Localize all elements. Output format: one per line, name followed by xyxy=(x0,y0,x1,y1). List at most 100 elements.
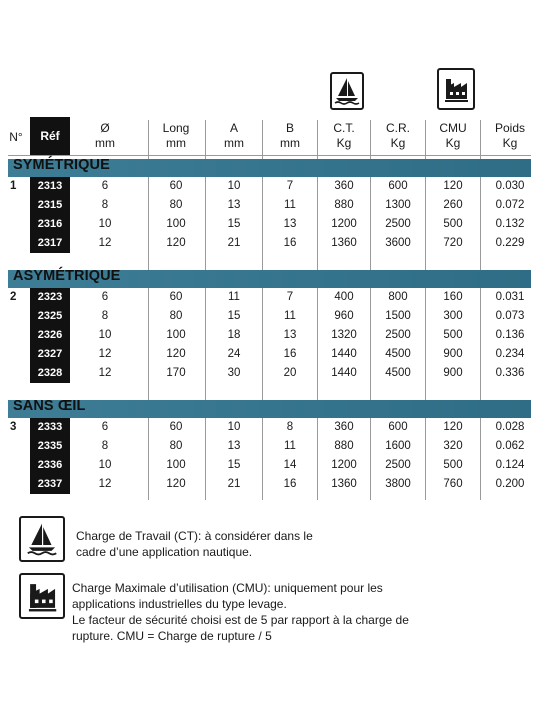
section-title: ASYMÉTRIQUE xyxy=(13,268,121,284)
section-band xyxy=(8,270,531,288)
ct-cell: 880 xyxy=(334,199,354,211)
b-cell: 7 xyxy=(286,291,294,303)
section-number: 3 xyxy=(10,421,17,433)
table-row: 2316 10 100 15 13 1200 2500 500 0.132 xyxy=(0,215,540,234)
cmu-cell: 500 xyxy=(443,329,463,341)
a-cell: 24 xyxy=(227,348,241,360)
section-title: SYMÉTRIQUE xyxy=(13,157,110,173)
a-cell: 15 xyxy=(227,310,241,322)
ref-cell: 2327 xyxy=(30,345,70,364)
table-row: 2317 12 120 21 16 1360 3600 720 0.229 xyxy=(0,234,540,253)
long-cell: 80 xyxy=(169,199,183,211)
cr-cell: 2500 xyxy=(385,459,411,471)
long-cell: 100 xyxy=(166,459,186,471)
cmu-cell: 260 xyxy=(443,199,463,211)
header-ref: Réf xyxy=(30,117,70,155)
long-cell: 80 xyxy=(169,310,183,322)
ct-cell: 400 xyxy=(334,291,354,303)
ct-cell: 1320 xyxy=(331,329,357,341)
long-cell: 60 xyxy=(169,421,183,433)
ct-cell: 1360 xyxy=(331,478,357,490)
column-divider xyxy=(205,120,206,500)
section-number: 2 xyxy=(10,291,17,303)
cr-cell: 3600 xyxy=(385,237,411,249)
ref-cell: 2326 xyxy=(30,326,70,345)
cmu-cell: 120 xyxy=(443,180,463,192)
sailboat-icon xyxy=(27,523,57,556)
poids-cell: 0.062 xyxy=(495,440,525,452)
long-cell: 100 xyxy=(166,218,186,230)
ct-cell: 360 xyxy=(334,180,354,192)
table-row: 2336 10 100 15 14 1200 2500 500 0.124 xyxy=(0,456,540,475)
table-row: 2323 6 60 11 7 400 800 160 0.031 xyxy=(0,288,540,307)
cmu-legend-text: Charge Maximale d’utilisation (CMU): uni… xyxy=(72,581,409,643)
ct-cell: 1440 xyxy=(331,367,357,379)
diam-cell: 12 xyxy=(98,367,112,379)
cr-cell: 800 xyxy=(388,291,408,303)
a-cell: 21 xyxy=(227,237,241,249)
poids-cell: 0.234 xyxy=(495,348,525,360)
cr-cell: 1600 xyxy=(385,440,411,452)
table-row: 2326 10 100 18 13 1320 2500 500 0.136 xyxy=(0,326,540,345)
column-divider xyxy=(148,120,149,500)
a-cell: 10 xyxy=(227,421,241,433)
section-title: SANS ŒIL xyxy=(13,398,86,414)
b-cell: 13 xyxy=(283,329,297,341)
header-cr: C.R. Kg xyxy=(386,121,410,150)
header-rule xyxy=(8,155,531,156)
long-cell: 60 xyxy=(169,180,183,192)
diam-cell: 8 xyxy=(101,310,109,322)
table-row: 2328 12 170 30 20 1440 4500 900 0.336 xyxy=(0,364,540,383)
cmu-cell: 500 xyxy=(443,218,463,230)
cmu-cell: 160 xyxy=(443,291,463,303)
poids-cell: 0.124 xyxy=(495,459,525,471)
header-cmu: CMU Kg xyxy=(439,121,467,150)
cmu-legend-icon-box xyxy=(19,573,65,619)
ct-cell: 1360 xyxy=(331,237,357,249)
long-cell: 170 xyxy=(166,367,186,379)
ref-cell: 2333 xyxy=(30,418,70,437)
diam-cell: 10 xyxy=(98,329,112,341)
diam-cell: 8 xyxy=(101,440,109,452)
cmu-cell: 760 xyxy=(443,478,463,490)
diam-cell: 6 xyxy=(101,180,109,192)
ref-cell: 2323 xyxy=(30,288,70,307)
diam-cell: 6 xyxy=(101,291,109,303)
ct-cell: 1200 xyxy=(331,218,357,230)
table-row: 2325 8 80 15 11 960 1500 300 0.073 xyxy=(0,307,540,326)
long-cell: 120 xyxy=(166,237,186,249)
ref-cell: 2337 xyxy=(30,475,70,494)
b-cell: 7 xyxy=(286,180,294,192)
poids-cell: 0.336 xyxy=(495,367,525,379)
b-cell: 16 xyxy=(283,478,297,490)
diam-cell: 6 xyxy=(101,421,109,433)
cr-cell: 2500 xyxy=(385,218,411,230)
section-band xyxy=(8,159,531,177)
cr-cell: 4500 xyxy=(385,367,411,379)
diam-cell: 12 xyxy=(98,348,112,360)
cmu-cell: 720 xyxy=(443,237,463,249)
poids-cell: 0.028 xyxy=(495,421,525,433)
b-cell: 11 xyxy=(284,199,296,211)
ct-header-icon-box xyxy=(330,72,364,110)
long-cell: 60 xyxy=(169,291,183,303)
header-length: Long mm xyxy=(162,121,190,150)
ref-cell: 2328 xyxy=(30,364,70,383)
column-divider xyxy=(425,120,426,500)
column-divider xyxy=(317,120,318,500)
a-cell: 15 xyxy=(227,218,241,230)
cmu-cell: 900 xyxy=(443,367,463,379)
section-band xyxy=(8,400,531,418)
poids-cell: 0.229 xyxy=(495,237,525,249)
ref-cell: 2317 xyxy=(30,234,70,253)
factory-icon xyxy=(445,79,468,102)
ref-cell: 2313 xyxy=(30,177,70,196)
ref-cell: 2325 xyxy=(30,307,70,326)
b-cell: 8 xyxy=(286,421,294,433)
cmu-cell: 500 xyxy=(443,459,463,471)
ct-legend-text: Charge de Travail (CT): à considérer dan… xyxy=(76,529,313,559)
diam-cell: 8 xyxy=(101,199,109,211)
b-cell: 14 xyxy=(283,459,297,471)
